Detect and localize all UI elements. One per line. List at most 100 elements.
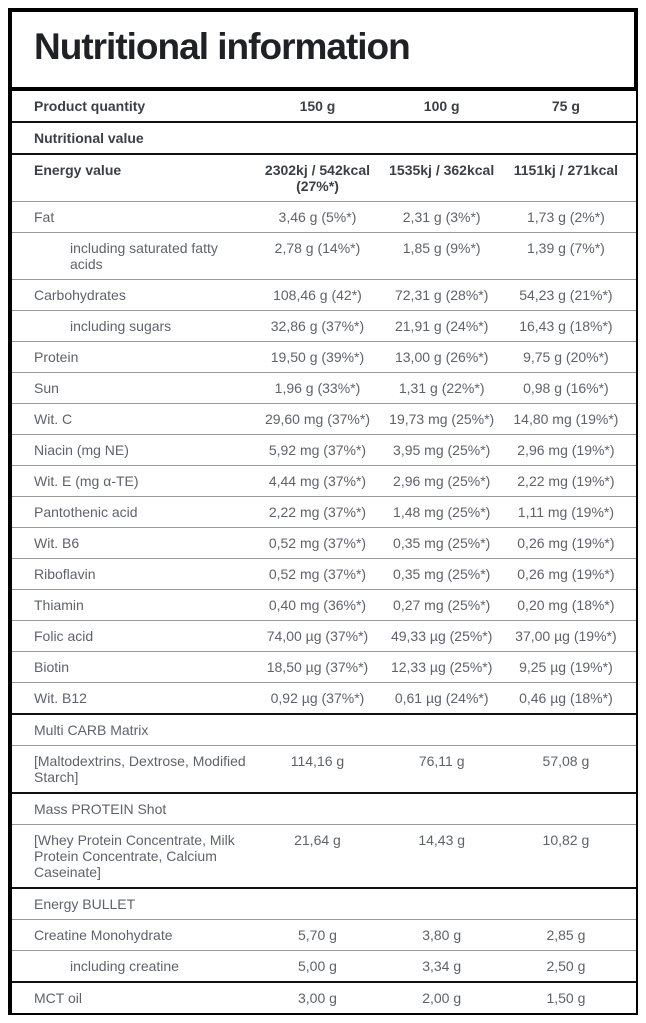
row-label: Mass PROTEIN Shot: [34, 800, 167, 817]
row-value: 3,80 g: [422, 926, 462, 943]
row-value: 5,70 g: [298, 926, 337, 943]
table-row: Niacin (mg NE) 5,92 mg (37%*) 3,95 mg (25%…: [12, 433, 636, 465]
row-label: Sun: [34, 379, 59, 396]
row-value: 1535kj / 362kcal: [389, 161, 495, 178]
row-label: Multi CARB Matrix: [34, 721, 149, 738]
row-label: Nutritional value: [34, 129, 144, 146]
row-value: 0,46 µg (18%*): [519, 689, 613, 706]
row-value: 32,86 g (37%*): [270, 317, 365, 334]
table-row: Creatine Monohydrate 5,70 g 3,80 g 2,85 g: [12, 918, 636, 950]
row-label: Wit. C: [34, 410, 73, 427]
row-value: 13,00 g (26%*): [394, 348, 489, 365]
row-value: 0,52 mg (37%*): [268, 565, 367, 582]
row-value: 2,31 g (3%*): [402, 208, 481, 225]
row-value: 9,25 µg (19%*): [519, 658, 613, 675]
table-row: Wit. B6 0,52 mg (37%*) 0,35 mg (25%*) 0,26 …: [12, 526, 636, 558]
row-label: [Maltodextrins, Dextrose, Modified Starc…: [34, 752, 246, 785]
row-value: 0,26 mg (19%*): [517, 565, 615, 582]
table-row: Pantothenic acid 2,22 mg (37%*) 1,48 mg (2…: [12, 495, 636, 527]
nutrition-table: Product quantity 150 g 100 g 75 g Nutritiona…: [8, 90, 638, 1015]
row-value: 14,43 g: [418, 831, 466, 848]
table-row: Energy value 2302kj / 542kcal (27%*) 1535k…: [12, 152, 636, 201]
table-row: including saturated fatty acids 2,78 g (1…: [12, 231, 636, 279]
row-label: Energy value: [34, 161, 122, 178]
row-label: [Whey Protein Concentrate, Milk Protein …: [34, 831, 235, 880]
row-label: Riboflavin: [34, 565, 96, 582]
row-label: Creatine Monohydrate: [34, 926, 173, 943]
row-value: 0,98 g (16%*): [523, 379, 609, 396]
row-value: 1,48 mg (25%*): [393, 503, 491, 520]
row-value: 1,73 g (2%*): [526, 208, 605, 225]
row-value: 0,27 mg (25%*): [393, 596, 491, 613]
row-value: 1,85 g (9%*): [402, 239, 481, 256]
row-value: 10,82 g: [542, 831, 590, 848]
row-value: 0,52 mg (37%*): [268, 534, 367, 551]
row-label: Niacin (mg NE): [34, 441, 129, 458]
row-value: 2,22 mg (37%*): [268, 503, 367, 520]
row-value: 0,92 µg (37%*): [270, 689, 365, 706]
page-title: Nutritional information: [34, 26, 411, 67]
table-row: including creatine 5,00 g 3,34 g 2,50 g: [12, 949, 636, 981]
row-label: including saturated fatty acids: [70, 239, 218, 272]
table-row: Energy BULLET: [12, 886, 636, 919]
row-value: 2302kj / 542kcal (27%*): [264, 161, 371, 194]
row-value: 12,33 µg (25%*): [390, 658, 493, 675]
table-row: Folic acid 74,00 µg (37%*) 49,33 µg (25%*)…: [12, 619, 636, 651]
row-label: Pantothenic acid: [34, 503, 138, 520]
row-value: 76,11 g: [418, 752, 465, 769]
row-label: Energy BULLET: [34, 895, 136, 912]
row-value: 21,91 g (24%*): [394, 317, 489, 334]
table-row: Nutritional value: [12, 120, 636, 153]
table-row: MCT oil 3,00 g 2,00 g 1,50 g: [12, 980, 636, 1013]
row-label: including creatine: [70, 957, 179, 974]
row-value: 9,75 g (20%*): [523, 348, 609, 365]
row-value: 100 g: [423, 97, 460, 114]
row-value: 0,20 mg (18%*): [517, 596, 615, 613]
row-value: 2,50 g: [546, 957, 586, 974]
table-row: [Maltodextrins, Dextrose, Modified Starc…: [12, 744, 636, 792]
table-row: Sun 1,96 g (33%*) 1,31 g (22%*) 0,98 g (16%…: [12, 371, 636, 403]
row-value: 3,95 mg (25%*): [393, 441, 491, 458]
row-value: 1,11 mg (19%*): [517, 503, 615, 520]
row-value: 16,43 g (18%*): [519, 317, 613, 334]
row-label: Wit. B12: [34, 689, 87, 706]
row-value: 150 g: [299, 97, 336, 114]
row-value: 5,92 mg (37%*): [268, 441, 367, 458]
row-label: Product quantity: [34, 97, 146, 114]
row-value: 0,35 mg (25%*): [393, 565, 491, 582]
row-value: 0,40 mg (36%*): [268, 596, 367, 613]
row-label: Biotin: [34, 658, 70, 675]
row-value: 0,61 µg (24%*): [394, 689, 489, 706]
table-row: Mass PROTEIN Shot: [12, 791, 636, 824]
row-label: including sugars: [70, 317, 172, 334]
row-label: MCT oil: [34, 989, 82, 1006]
row-value: 74,00 µg (37%*): [266, 627, 369, 644]
table-row: Product quantity 150 g 100 g 75 g: [12, 91, 636, 121]
row-value: 72,31 g (28%*): [394, 286, 489, 303]
row-value: 1,50 g: [546, 989, 586, 1006]
row-value: 5,00 g: [298, 957, 337, 974]
row-value: 2,22 mg (19%*): [517, 472, 615, 489]
row-value: 114,16 g: [290, 752, 345, 769]
row-label: Folic acid: [34, 627, 94, 644]
row-value: 75 g: [551, 97, 580, 114]
nutrition-panel: Nutritional information Product quantity…: [8, 8, 638, 1015]
row-value: 108,46 g (42*): [273, 286, 362, 303]
row-value: 19,73 mg (25%*): [389, 410, 495, 427]
table-row: Riboflavin 0,52 mg (37%*) 0,35 mg (25%*) 0,…: [12, 557, 636, 589]
row-label: Protein: [34, 348, 79, 365]
row-value: 4,44 mg (37%*): [268, 472, 367, 489]
table-row: Wit. C 29,60 mg (37%*) 19,73 mg (25%*) 14,8…: [12, 402, 636, 434]
table-row: Protein 19,50 g (39%*) 13,00 g (26%*) 9,75 …: [12, 340, 636, 372]
title-box: Nutritional information: [8, 8, 638, 91]
row-value: 21,64 g: [294, 831, 341, 848]
row-value: 57,08 g: [542, 752, 590, 769]
row-value: 3,34 g: [422, 957, 462, 974]
row-value: 1151kj / 271kcal: [513, 161, 619, 178]
row-value: 2,00 g: [422, 989, 462, 1006]
row-value: 19,50 g (39%*): [270, 348, 365, 365]
table-row: Wit. E (mg α-TE) 4,44 mg (37%*) 2,96 mg (2…: [12, 464, 636, 496]
table-row: Thiamin 0,40 mg (36%*) 0,27 mg (25%*) 0,20 …: [12, 588, 636, 620]
row-value: 54,23 g (21%*): [519, 286, 613, 303]
row-value: 49,33 µg (25%*): [390, 627, 493, 644]
